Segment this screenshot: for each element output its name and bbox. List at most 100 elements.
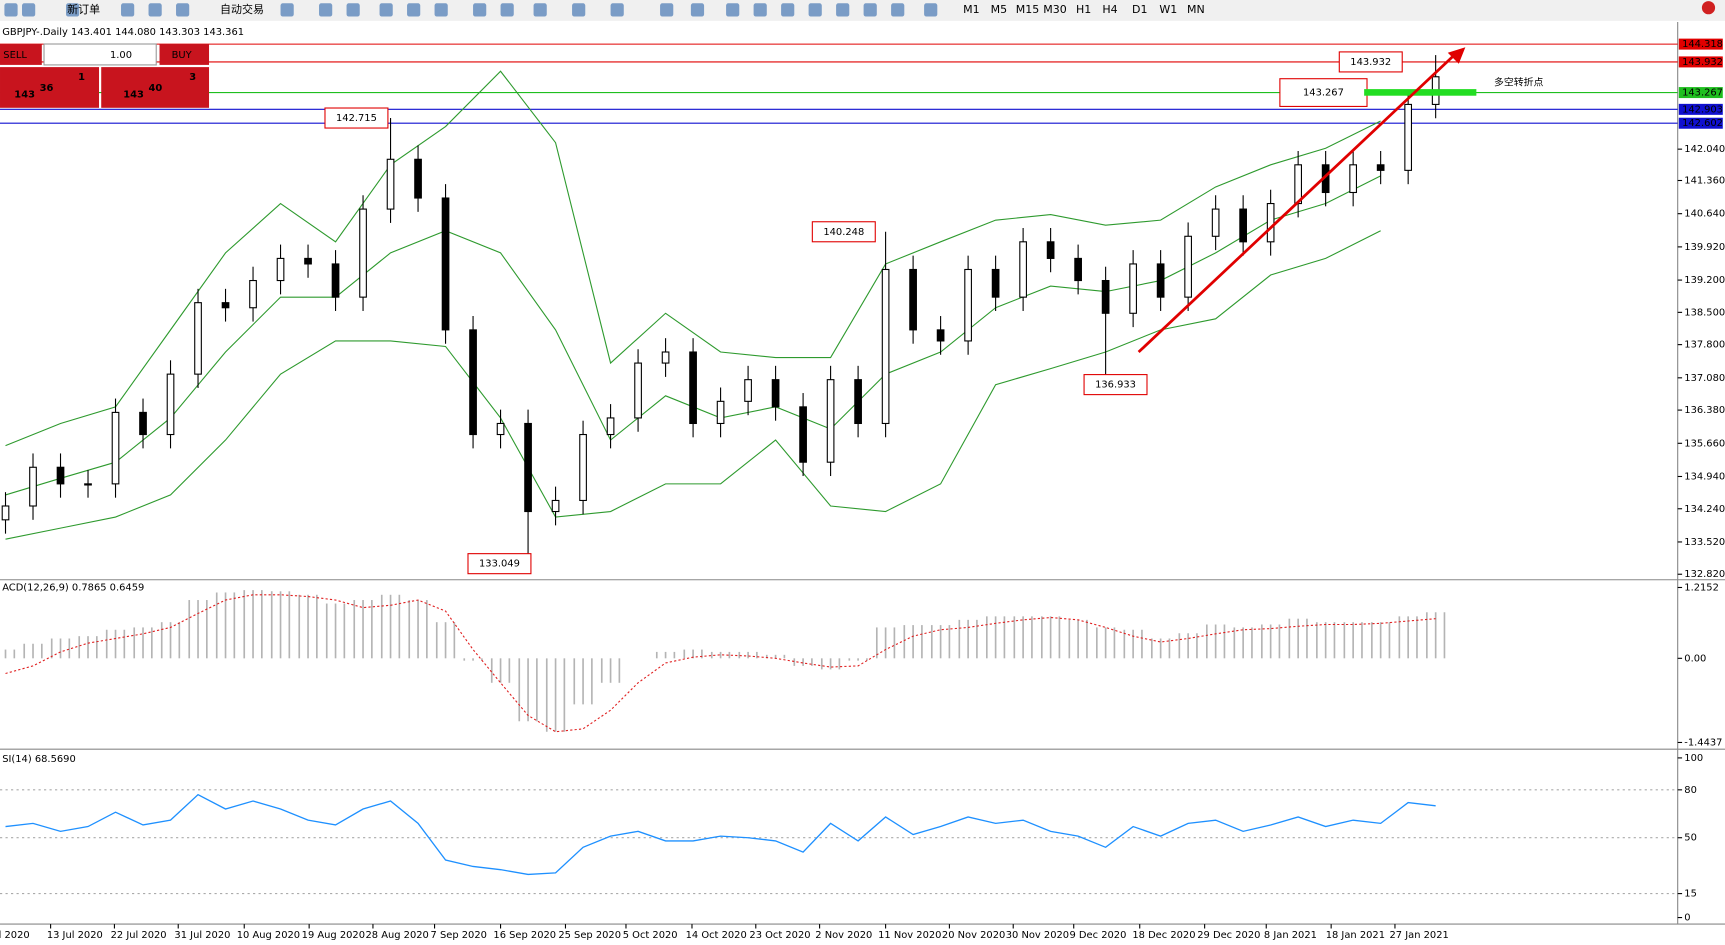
toolbar-icon[interactable] <box>500 3 514 17</box>
level-label: 142.903 <box>1682 104 1723 115</box>
ask-box[interactable] <box>101 67 210 108</box>
bid-box[interactable] <box>0 67 100 108</box>
y-tick-label: -1.4437 <box>1684 737 1722 748</box>
y-tick-label: 136.380 <box>1684 405 1725 416</box>
toolbar-icon[interactable] <box>781 3 795 17</box>
timeframe-button[interactable]: H1 <box>1076 3 1091 16</box>
toolbar-icon[interactable] <box>808 3 822 17</box>
trend-arrow <box>1447 47 1466 64</box>
candle-body <box>799 406 807 463</box>
candle-body <box>524 422 532 513</box>
candle-body <box>29 466 37 507</box>
level-label: 143.932 <box>1682 57 1723 68</box>
candle-body <box>469 329 477 436</box>
x-tick-label: 8 Jan 2021 <box>1264 930 1317 941</box>
toolbar-icon[interactable] <box>924 3 938 17</box>
candle-body <box>1046 241 1055 259</box>
toolbar-icon[interactable] <box>753 3 767 17</box>
y-tick-label: 134.240 <box>1684 504 1725 515</box>
toolbar-icon[interactable] <box>121 3 135 17</box>
annotation-box <box>811 221 876 243</box>
candle-body <box>579 433 587 502</box>
candle-body <box>1019 241 1027 298</box>
buy-button[interactable] <box>159 44 210 65</box>
toolbar-icon[interactable] <box>836 3 850 17</box>
toolbar-icon[interactable] <box>176 3 190 17</box>
sell-label[interactable]: SELL <box>3 50 27 61</box>
timeframe-button[interactable]: M15 <box>1016 3 1040 16</box>
macd-title: ACD(12,26,9) 0.7865 0.6459 <box>2 582 144 593</box>
annotation-box <box>1338 51 1403 73</box>
candle-body <box>304 257 312 265</box>
toolbar-icon[interactable] <box>434 3 448 17</box>
y-tick-label: 132.820 <box>1684 569 1725 580</box>
x-tick-label: 19 Aug 2020 <box>302 930 365 941</box>
toolbar-icon[interactable] <box>280 3 294 17</box>
toolbar-icon[interactable] <box>726 3 740 17</box>
toolbar-icon[interactable] <box>346 3 360 17</box>
level-tag <box>1678 117 1723 129</box>
toolbar-icon[interactable] <box>4 3 18 17</box>
timeframe-button[interactable]: M30 <box>1043 3 1067 16</box>
price-ask-big: 143 <box>123 90 144 101</box>
toolbar-button[interactable]: 自动交易 <box>220 2 264 16</box>
toolbar-icon[interactable] <box>22 3 36 17</box>
x-tick-label: 28 Aug 2020 <box>365 930 428 941</box>
candle-body <box>56 466 65 485</box>
annotation-box <box>324 107 389 129</box>
candle-body <box>1349 164 1358 194</box>
toolbar: 新订单 自动交易 M1 M5 M15 M30 H1 H4 D1 W1 MN <box>4 1 1716 17</box>
toolbar-icon[interactable] <box>473 3 487 17</box>
toolbar-icon[interactable] <box>379 3 393 17</box>
bollinger-upper <box>5 70 1381 447</box>
toolbar-icon[interactable] <box>407 3 421 17</box>
toolbar-icon[interactable] <box>66 3 80 17</box>
buy-label[interactable]: BUY <box>172 50 193 61</box>
timeframe-button[interactable]: D1 <box>1132 3 1147 16</box>
toolbar-icon[interactable] <box>690 3 705 17</box>
lots-box[interactable] <box>43 43 157 66</box>
level-label: 144.318 <box>1682 39 1723 50</box>
y-tick-label: 80 <box>1684 785 1697 796</box>
candle-body <box>1129 263 1137 314</box>
candle-body <box>936 329 945 342</box>
toolbar-icon[interactable] <box>863 3 877 17</box>
x-tick-label: 11 Nov 2020 <box>878 930 941 941</box>
toolbar-button[interactable]: 新订单 <box>67 2 100 16</box>
candle-body <box>606 417 615 436</box>
y-tick-label: 142.040 <box>1684 144 1725 155</box>
y-tick-label: 137.800 <box>1684 340 1725 351</box>
x-tick-label: 29 Dec 2020 <box>1197 930 1260 941</box>
chart-title: GBPJPY-.Daily 143.401 144.080 143.303 14… <box>2 27 244 38</box>
toolbar-icon[interactable] <box>533 3 547 17</box>
y-tick-label: 0 <box>1684 913 1690 924</box>
candle-body <box>111 411 120 485</box>
toolbar-icon[interactable] <box>319 3 333 17</box>
timeframe-button[interactable]: M5 <box>991 3 1008 16</box>
lots-value[interactable]: 1.00 <box>110 50 132 61</box>
timeframe-button[interactable]: H4 <box>1102 3 1117 16</box>
x-tick-label: 25 Sep 2020 <box>558 930 621 941</box>
candle-body <box>166 373 175 436</box>
candle-body <box>1294 164 1302 205</box>
sell-button[interactable] <box>0 44 42 65</box>
y-tick-label: 50 <box>1684 833 1697 844</box>
level-tag <box>1678 56 1723 68</box>
toolbar-icon[interactable] <box>572 3 586 17</box>
y-tick-label: 133.520 <box>1684 537 1725 548</box>
level-tag <box>1678 87 1723 99</box>
candle-body <box>1266 202 1275 243</box>
timeframe-button[interactable]: M1 <box>963 3 980 16</box>
toolbar-icon[interactable] <box>660 3 674 17</box>
candle-body <box>634 362 642 419</box>
toolbar-icon[interactable] <box>610 3 624 17</box>
annotation-label: 136.933 <box>1095 380 1136 391</box>
y-tick-label: 138.500 <box>1684 307 1725 318</box>
timeframe-button[interactable]: MN <box>1187 3 1205 16</box>
timeframe-button[interactable]: W1 <box>1159 3 1177 16</box>
alert-badge[interactable] <box>1701 1 1716 15</box>
toolbar-icon[interactable] <box>148 3 162 17</box>
macd-signal <box>5 594 1436 733</box>
price-bid-big: 143 <box>14 90 35 101</box>
toolbar-icon[interactable] <box>891 3 905 17</box>
